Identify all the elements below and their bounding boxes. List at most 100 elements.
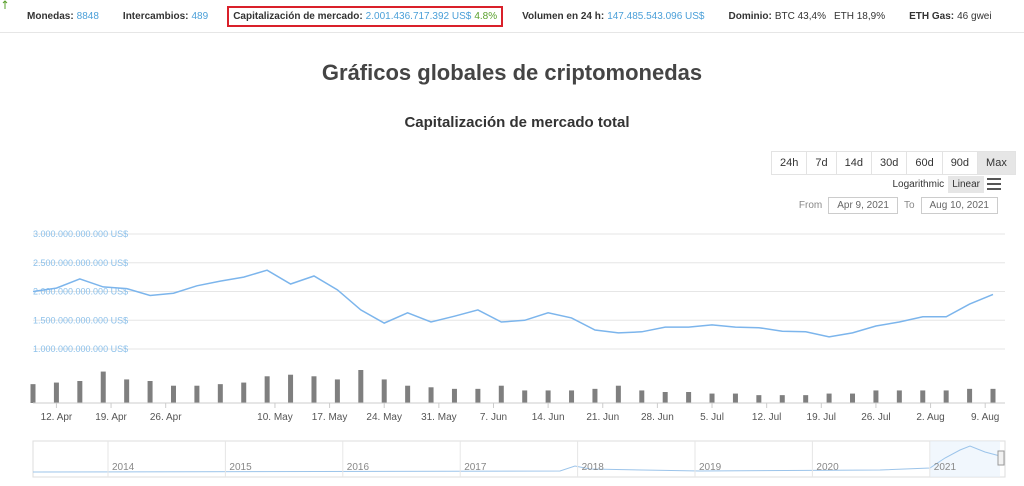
volume-bar — [475, 388, 481, 403]
scale-button[interactable]: Logarithmic — [892, 179, 945, 190]
volume-bar — [124, 379, 130, 403]
menu-bar — [987, 178, 1001, 180]
volume-bar — [639, 390, 645, 403]
navigator-label: 2021 — [934, 462, 957, 473]
volume-bar — [756, 395, 762, 403]
volume-bar — [241, 382, 247, 403]
range-button[interactable]: 30d — [870, 151, 908, 175]
scale-selector: Logarithmic Linear — [888, 176, 984, 193]
stat-value[interactable]: BTC 43,4% — [774, 10, 826, 22]
x-tick-label: 28. Jun — [641, 412, 674, 423]
volume-bar — [334, 379, 340, 403]
stats-bar: Monedas: 8848 Intercambios: 489 Capitalizaci… — [0, 0, 1024, 33]
volume-bar — [30, 384, 36, 403]
volume-bar — [990, 388, 996, 403]
stat-item: Dominio: BTC 43,4% ETH 18,9% — [724, 8, 891, 25]
navigator-label: 2020 — [816, 462, 839, 473]
x-tick-label: 19. Jul — [807, 412, 836, 423]
stat-value[interactable]: 8848 — [76, 10, 99, 22]
navigator-label: 2017 — [464, 462, 487, 473]
volume-bar — [662, 392, 668, 403]
x-tick-label: 26. Apr — [150, 412, 182, 423]
volume-bar — [803, 395, 809, 403]
x-tick-label: 5. Jul — [700, 412, 724, 423]
navigator-label: 2016 — [347, 462, 370, 473]
stat-label: Monedas: — [27, 10, 74, 22]
stat-value[interactable]: 2.001.436.717.392 US$ — [365, 10, 472, 22]
navigator-label: 2019 — [699, 462, 722, 473]
x-tick-label: 10. May — [257, 412, 293, 423]
volume-bar — [686, 392, 692, 403]
stat-label: Volumen en 24 h: — [522, 10, 605, 22]
date-range: From Apr 9, 2021 To Aug 10, 2021 — [799, 197, 1004, 214]
x-tick-label: 14. Jun — [532, 412, 565, 423]
volume-bar — [545, 390, 551, 403]
x-tick-label: 17. May — [312, 412, 348, 423]
range-button[interactable]: 24h — [771, 151, 808, 175]
volume-bar — [873, 390, 879, 403]
volume-bar — [311, 376, 317, 403]
volume-bar — [709, 393, 715, 403]
stat-item: Monedas: 8848 — [22, 8, 104, 25]
volume-bar — [920, 390, 926, 403]
range-button[interactable]: 60d — [906, 151, 943, 175]
x-tick-label: 12. Apr — [41, 412, 73, 423]
volume-bar — [732, 393, 738, 403]
stat-value: ETH 18,9% — [833, 10, 886, 22]
y-tick-label: 1.000.000.000.000 US$ — [33, 344, 128, 354]
x-tick-label: 19. Apr — [95, 412, 127, 423]
navigator-label: 2018 — [582, 462, 605, 473]
volume-bar — [428, 387, 434, 403]
menu-icon[interactable] — [987, 178, 1001, 190]
x-tick-label: 24. May — [366, 412, 402, 423]
stat-label: ETH Gas: — [909, 10, 955, 22]
y-tick-label: 1.500.000.000.000 US$ — [33, 315, 128, 325]
volume-bar — [217, 384, 223, 403]
volume-bar — [77, 381, 83, 403]
menu-bar — [987, 188, 1001, 190]
scale-button[interactable]: Linear — [948, 176, 984, 193]
volume-bar — [826, 393, 832, 403]
from-label: From — [798, 200, 823, 211]
to-input[interactable]: Aug 10, 2021 — [920, 197, 998, 214]
stat-label: Dominio: — [728, 10, 772, 22]
stat-change: 4.8% — [474, 10, 498, 22]
x-tick-label: 26. Jul — [861, 412, 890, 423]
volume-bar — [967, 388, 973, 403]
navigator-handle[interactable] — [997, 450, 1005, 466]
volume-bar — [288, 374, 294, 403]
volume-bar — [264, 376, 270, 403]
range-button[interactable]: 14d — [835, 151, 872, 175]
volume-bar — [850, 393, 856, 403]
navigator-window — [930, 441, 1000, 477]
range-button[interactable]: 7d — [806, 151, 837, 175]
stat-label: Capitalización de mercado: — [233, 10, 363, 22]
stat-value[interactable]: 147.485.543.096 US$ — [607, 10, 705, 22]
volume-bar — [522, 390, 528, 403]
volume-bar — [358, 370, 364, 403]
y-tick-label: 3.000.000.000.000 US$ — [33, 229, 128, 239]
volume-bar — [498, 385, 504, 403]
range-button[interactable]: Max — [977, 151, 1016, 175]
volume-bar — [194, 385, 200, 403]
menu-bar — [987, 183, 1001, 185]
volume-bar — [779, 395, 785, 403]
up-icon — [2, 0, 8, 9]
volume-bar — [381, 379, 387, 403]
stat-item: ETH Gas: 46 gwei — [904, 8, 996, 25]
stat-value[interactable]: 46 gwei — [957, 10, 992, 22]
navigator-label: 2014 — [112, 462, 135, 473]
x-tick-label: 12. Jul — [752, 412, 781, 423]
stat-item: Volumen en 24 h: 147.485.543.096 US$ — [517, 8, 709, 25]
chart-title: Capitalización de mercado total — [404, 114, 630, 131]
volume-bar — [592, 388, 598, 403]
stat-item: Capitalización de mercado: 2.001.436.717.… — [2, 0, 504, 27]
stat-value[interactable]: 489 — [191, 10, 209, 22]
y-tick-label: 2.000.000.000.000 US$ — [33, 287, 128, 297]
range-button[interactable]: 90d — [941, 151, 979, 175]
x-tick-label: 2. Aug — [916, 412, 944, 423]
to-label: To — [903, 200, 915, 211]
from-input[interactable]: Apr 9, 2021 — [828, 197, 898, 214]
navigator-line — [32, 445, 1001, 473]
